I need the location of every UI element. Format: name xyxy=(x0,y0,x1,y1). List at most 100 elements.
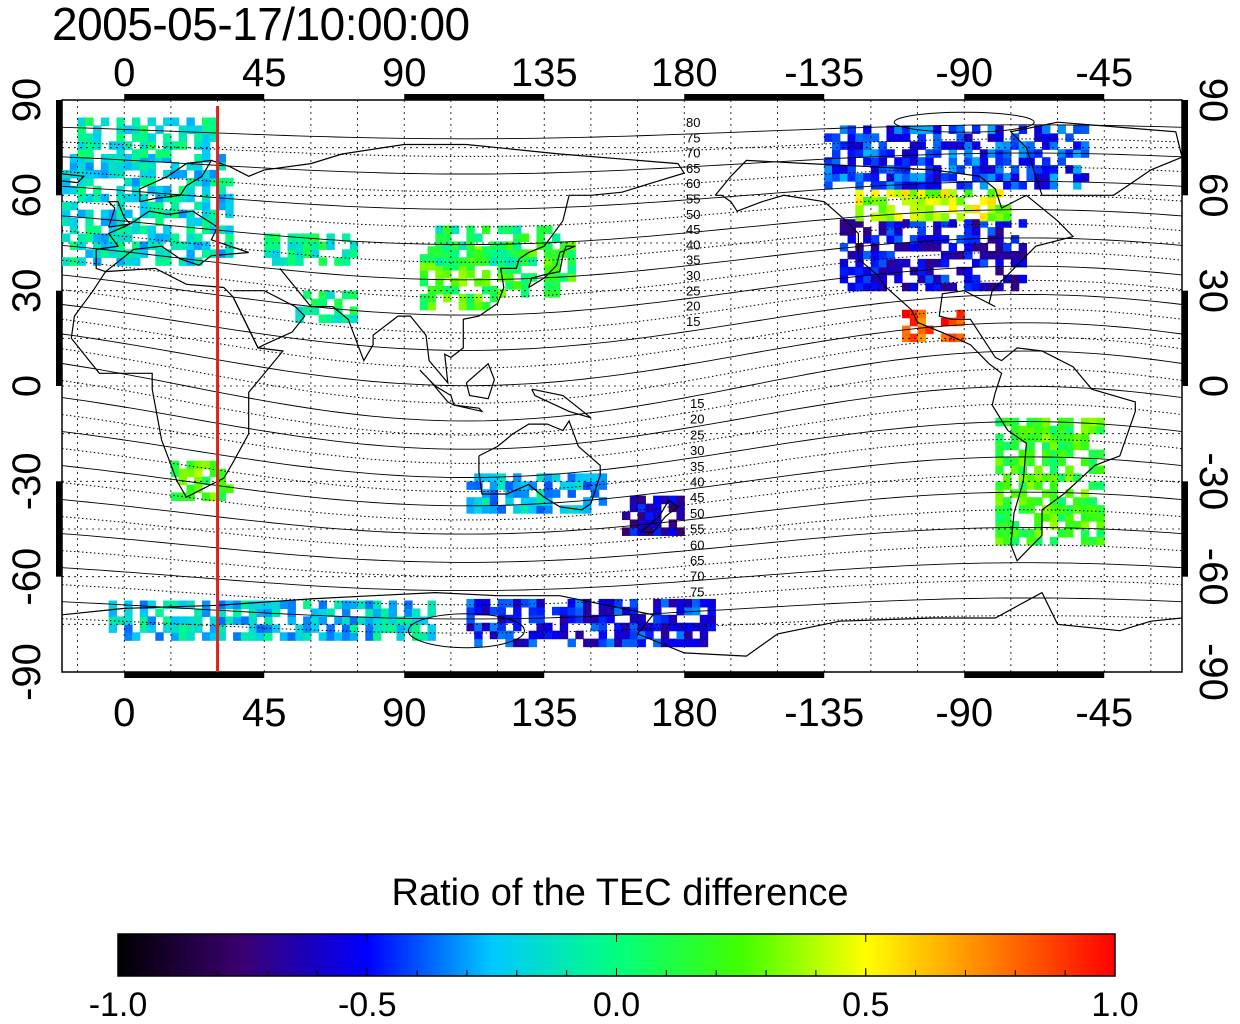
contour-labels: 8075706560555045403530252015152025303540… xyxy=(686,115,704,599)
contour-label-s: 60 xyxy=(690,537,704,552)
colorbar-labels: -1.0 -0.5 0.0 0.5 1.0 xyxy=(89,986,1139,1024)
coastline-5 xyxy=(211,143,686,385)
tick-right-label: 0 xyxy=(1191,375,1235,397)
tick-right-label: -30 xyxy=(1191,452,1235,510)
contour-label-s: 30 xyxy=(690,443,704,458)
tec-region-0 xyxy=(62,154,234,266)
colorbar-label: 1.0 xyxy=(1091,986,1138,1024)
coastline-16 xyxy=(62,591,1182,657)
tick-right-label: -90 xyxy=(1191,643,1235,701)
axis-bar-top xyxy=(964,94,1105,100)
colorbar-label: 0.0 xyxy=(593,986,640,1024)
colorbar-label: -0.5 xyxy=(338,986,397,1024)
tick-left-label: -90 xyxy=(5,643,49,701)
tick-top-label: 90 xyxy=(382,51,427,95)
coastline-15 xyxy=(62,173,86,184)
contour-label-s: 50 xyxy=(690,506,704,521)
plot-title: 2005-05-17/10:00:00 xyxy=(52,0,470,50)
contour-label-n: 80 xyxy=(686,115,700,130)
contour-0 xyxy=(62,350,1182,422)
contour-45 xyxy=(62,223,1182,263)
contour-70 xyxy=(62,152,1182,175)
tick-bottom-label: -45 xyxy=(1075,691,1133,735)
axis-bar-bottom xyxy=(684,672,825,678)
contour-35 xyxy=(62,251,1182,298)
contour--30 xyxy=(62,456,1182,507)
tick-top-label: -90 xyxy=(935,51,993,95)
tick-top-label: -135 xyxy=(784,51,864,95)
contour--70 xyxy=(62,597,1182,620)
axis-bar-top xyxy=(684,94,825,100)
coastline-3 xyxy=(107,201,132,228)
colorbar-label: -1.0 xyxy=(89,986,148,1024)
contour-label-n: 60 xyxy=(686,176,700,191)
contour-label-s: 75 xyxy=(690,584,704,599)
coastline-6 xyxy=(528,245,576,289)
ticks-left: 90 60 30 0 -30 -60 -90 xyxy=(5,78,49,701)
tick-top-label: 0 xyxy=(113,51,135,95)
contour-75 xyxy=(62,138,1182,157)
colorbar: -1.0 -0.5 0.0 0.5 1.0 xyxy=(89,933,1139,1024)
coastline-2 xyxy=(139,159,213,203)
tec-region-7 xyxy=(170,460,234,501)
contour-label-s: 55 xyxy=(690,522,704,537)
grid-lines xyxy=(62,100,1182,672)
coastline-0 xyxy=(70,267,285,498)
contour-label-n: 55 xyxy=(686,192,700,207)
tick-right-label: 30 xyxy=(1191,268,1235,313)
contour-label-s: 45 xyxy=(690,490,704,505)
axis-bar-bottom xyxy=(124,672,265,678)
coastlines xyxy=(62,121,1182,657)
contour-55 xyxy=(62,195,1182,228)
tec-region-11 xyxy=(855,188,1012,222)
coastline-7 xyxy=(478,419,601,511)
coastline-12 xyxy=(531,388,592,419)
ticks-bottom: 0 45 90 135 180 -135 -90 -45 xyxy=(113,691,1133,735)
contour-label-s: 65 xyxy=(690,553,704,568)
contour-30 xyxy=(62,265,1182,316)
contour-label-n: 30 xyxy=(686,268,700,283)
contour-25 xyxy=(62,279,1182,334)
axis-bar-right xyxy=(1182,481,1188,577)
contour-label-s: 40 xyxy=(690,475,704,490)
contour-label-s: 70 xyxy=(690,569,704,584)
contour-label-n: 65 xyxy=(686,161,700,176)
contour--50 xyxy=(62,526,1182,563)
contour--10 xyxy=(62,385,1182,450)
contour--40 xyxy=(62,491,1182,535)
tick-bottom-label: -135 xyxy=(784,691,864,735)
ticks-top: 0 45 90 135 180 -135 -90 -45 xyxy=(113,51,1133,95)
contour--60 xyxy=(62,562,1182,592)
coastline-4 xyxy=(232,290,306,349)
map-plot: 8075706560555045403530252015152025303540… xyxy=(5,51,1235,735)
contour-label-n: 75 xyxy=(686,130,700,145)
axis-bar-bottom xyxy=(964,672,1105,678)
tick-bottom-label: -90 xyxy=(935,691,993,735)
contour-label-n: 70 xyxy=(686,146,700,161)
contour-label-n: 50 xyxy=(686,207,700,222)
coastline-10 xyxy=(453,404,484,413)
colorbar-ticks xyxy=(117,934,1116,976)
axis-bar-top xyxy=(404,94,545,100)
contour-label-s: 15 xyxy=(690,396,704,411)
contour--25 xyxy=(62,438,1182,493)
colorbar-title: Ratio of the TEC difference xyxy=(391,872,849,914)
axis-bar-bottom xyxy=(404,672,545,678)
axis-bar-right xyxy=(1182,290,1188,386)
axis-bar-left xyxy=(56,481,62,577)
tick-right-label: 60 xyxy=(1191,173,1235,218)
tick-bottom-label: 135 xyxy=(511,691,578,735)
tick-top-label: 135 xyxy=(511,51,578,95)
tick-right-label: 90 xyxy=(1191,78,1235,123)
contour-10 xyxy=(62,322,1182,387)
tick-left-label: 90 xyxy=(5,78,49,123)
coastline-8 xyxy=(640,499,680,533)
colorbar-label: 0.5 xyxy=(842,986,889,1024)
tec-region-6 xyxy=(435,225,561,266)
tec-region-16 xyxy=(466,598,716,648)
contour-label-n: 25 xyxy=(686,283,700,298)
tick-left-label: 0 xyxy=(5,375,49,397)
axis-bar-left xyxy=(56,100,62,196)
contour-label-n: 35 xyxy=(686,253,700,268)
